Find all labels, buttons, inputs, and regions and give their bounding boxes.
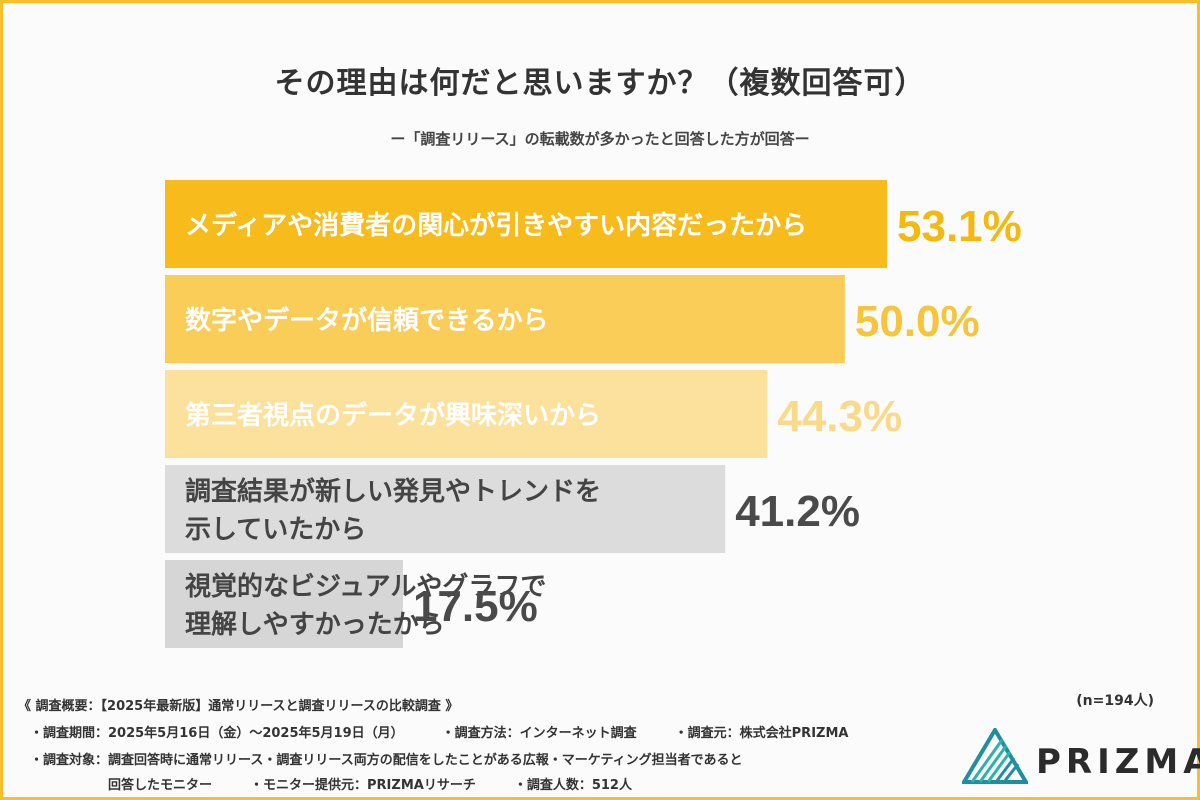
footer-line-2: ・調査期間：2025年5月16日（金）〜2025年5月19日（月） ・調査方法：イ… — [30, 722, 848, 741]
footer-count: ・調査人数：512人 — [513, 778, 632, 793]
bar-2 — [165, 275, 845, 363]
brand-name: PRIZMA — [1036, 742, 1200, 782]
sample-size-label: (n=194人) — [1076, 693, 1154, 709]
bar-label-2: 数字やデータが信頼できるから — [185, 305, 548, 336]
footer-line-4: 回答したモニター ・モニター提供元：PRIZMAリサーチ ・調査人数：512人 — [108, 774, 632, 793]
bar-1 — [165, 180, 887, 268]
footer-target: ・調査対象：調査回答時に通常リリース・調査リリース両方の配信をしたことがある広報… — [30, 753, 743, 768]
footer-provider: ・モニター提供元：PRIZMAリサーチ — [250, 778, 476, 793]
footer-source: ・調査元：株式会社PRIZMA — [674, 726, 849, 741]
bar-label-5-line-1: 視覚的なビジュアルやグラフで — [185, 571, 546, 602]
value-label-1: 53.1% — [897, 202, 1022, 251]
bar-3 — [165, 370, 768, 458]
bar-4 — [165, 465, 726, 553]
bar-label-3: 第三者視点のデータが興味深いから — [185, 400, 601, 431]
bar-label-4-line-1: 調査結果が新しい発見やトレンドを — [185, 476, 601, 507]
footer-monitor: 回答したモニター — [108, 778, 213, 793]
footer-period: ・調査期間：2025年5月16日（金）〜2025年5月19日（月） — [30, 726, 404, 741]
value-label-5: 17.5% — [413, 582, 538, 631]
footer-survey-title: 《 調査概要：【2025年最新版】通常リリースと調査リリースの比較調査 》 — [18, 699, 459, 714]
bar-label-5-line-2: 理解しやすかったから — [185, 610, 445, 640]
value-label-4: 41.2% — [735, 487, 860, 536]
chart-title: その理由は何だと思いますか？（複数回答可） — [274, 66, 926, 101]
value-label-3: 44.3% — [777, 392, 902, 441]
bar-label-4-line-2: 示していたから — [185, 515, 366, 545]
chart-subtitle: ー「調査リリース」の転載数が多かったと回答した方が回答ー — [390, 130, 810, 148]
value-label-2: 50.0% — [855, 297, 980, 346]
bar-label-1: メディアや消費者の関心が引きやすい内容だったから — [185, 210, 807, 241]
footer-method: ・調査方法：インターネット調査 — [441, 726, 637, 741]
bar-5 — [165, 560, 403, 648]
prizma-triangle-logo-icon — [962, 728, 1028, 784]
